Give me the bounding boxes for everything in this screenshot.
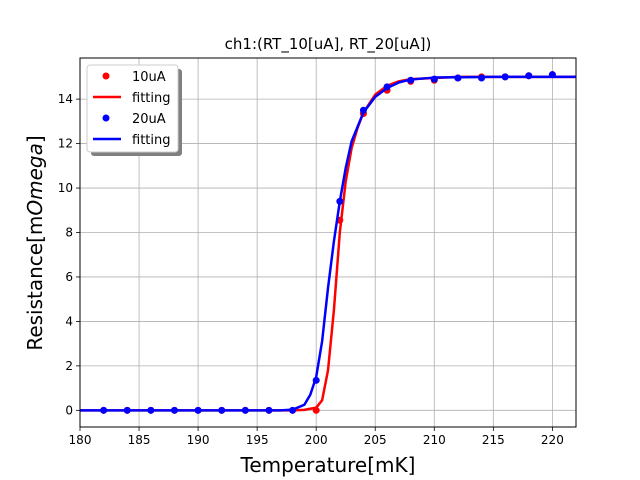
data-point-20ua: [170, 406, 178, 414]
data-point-20ua: [478, 74, 486, 82]
data-point-20ua: [218, 406, 226, 414]
y-tick-label: 2: [65, 359, 73, 373]
x-tick-label: 215: [482, 433, 505, 447]
legend-label-fit-10ua: fitting: [132, 91, 171, 106]
x-tick-label: 180: [69, 433, 92, 447]
data-point-10ua: [312, 406, 320, 414]
data-point-20ua: [336, 197, 344, 205]
data-point-20ua: [548, 71, 556, 79]
x-axis-ticks: 180 185 190 195 200 205 210 215 220: [69, 427, 564, 447]
data-point-20ua: [100, 406, 108, 414]
x-tick-label: 190: [187, 433, 210, 447]
x-axis-label: Temperature[mK]: [240, 453, 416, 477]
data-point-20ua: [383, 83, 391, 91]
data-point-20ua: [501, 73, 509, 81]
data-point-20ua: [289, 406, 297, 414]
x-tick-label: 220: [541, 433, 564, 447]
legend-marker-20ua: [102, 114, 110, 122]
plot-area: [80, 71, 576, 414]
data-point-20ua: [194, 406, 202, 414]
legend: 10uA fitting 20uA fitting: [86, 64, 182, 156]
y-tick-label: 0: [65, 403, 73, 417]
data-point-20ua: [241, 406, 249, 414]
y-tick-label: 10: [58, 181, 73, 195]
legend-box: [86, 64, 179, 153]
data-point-20ua: [123, 406, 131, 414]
y-tick-label: 4: [65, 314, 73, 328]
x-tick-label: 205: [364, 433, 387, 447]
data-point-20ua: [265, 406, 273, 414]
data-point-20ua: [407, 76, 415, 84]
y-tick-label: 6: [65, 270, 73, 284]
data-point-20ua: [454, 74, 462, 82]
data-point-20ua: [312, 376, 320, 384]
y-axis-label: Resistance[mOmega]: [23, 135, 47, 350]
y-axis-ticks: 0 2 4 6 8 10 12 14: [58, 92, 80, 417]
y-axis-label-prefix: Resistance[m: [23, 216, 47, 351]
legend-marker-10ua: [102, 72, 110, 80]
data-point-20ua: [430, 75, 438, 83]
legend-label-10ua: 10uA: [132, 70, 166, 85]
y-axis-label-symbol: Omega: [23, 143, 47, 215]
data-point-20ua: [359, 106, 367, 114]
data-point-20ua: [147, 406, 155, 414]
x-tick-label: 200: [305, 433, 328, 447]
plot-frame: [79, 57, 577, 428]
y-tick-label: 8: [65, 225, 73, 239]
x-tick-label: 185: [128, 433, 151, 447]
legend-label-20ua: 20uA: [132, 112, 166, 127]
y-axis-label-suffix: ]: [23, 135, 47, 143]
x-tick-label: 210: [423, 433, 446, 447]
x-tick-label: 195: [246, 433, 269, 447]
y-tick-label: 12: [58, 137, 73, 151]
data-point-20ua: [525, 72, 533, 80]
chart-title: ch1:(RT_10[uA], RT_20[uA]): [225, 35, 432, 54]
y-tick-label: 14: [58, 92, 73, 106]
legend-label-fit-20ua: fitting: [132, 133, 171, 148]
